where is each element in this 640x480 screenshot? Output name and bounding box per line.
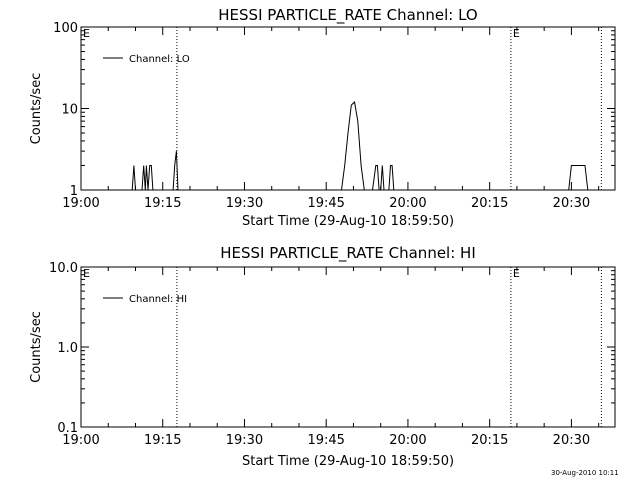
y-axis-label: Counts/sec [29, 73, 44, 145]
y-axis-label: Counts/sec [29, 311, 44, 383]
y-tick-label: 10.0 [49, 261, 78, 276]
x-tick-label: 20:15 [471, 196, 508, 211]
chart-title: HESSI PARTICLE_RATE Channel: LO [218, 6, 477, 25]
x-tick-label: 19:15 [144, 196, 181, 211]
y-tick-label: 1.0 [57, 341, 78, 356]
plot-frame [80, 266, 616, 428]
x-tick-label: 19:30 [226, 433, 263, 448]
series-line [81, 100, 615, 191]
legend-label: Channel: LO [129, 54, 190, 65]
x-axis-label: Start Time (29-Aug-10 18:59:50) [242, 214, 454, 229]
axis-marker: E [83, 267, 90, 280]
x-tick-label: 19:45 [307, 196, 344, 211]
x-tick-label: 20:15 [471, 433, 508, 448]
x-tick-label: 20:30 [553, 433, 590, 448]
y-tick-label: 1 [70, 184, 78, 199]
x-axis-label: Start Time (29-Aug-10 18:59:50) [242, 454, 454, 469]
event-line-label: E [513, 267, 520, 280]
plot-frame [80, 26, 616, 191]
x-tick-label: 20:00 [389, 196, 426, 211]
legend-label: Channel: HI [129, 294, 187, 305]
x-tick-label: 19:00 [62, 196, 99, 211]
footer-timestamp: 30-Aug-2010 10:11 [551, 469, 619, 477]
event-line-label: E [513, 27, 520, 40]
y-tick-label: 100 [53, 21, 78, 36]
x-tick-label: 19:45 [307, 433, 344, 448]
y-tick-label: 0.1 [57, 421, 78, 436]
x-tick-label: 19:15 [144, 433, 181, 448]
chart-title: HESSI PARTICLE_RATE Channel: HI [220, 244, 476, 263]
chart-panel-lo: HESSI PARTICLE_RATE Channel: LO 19:00 19:1… [29, 6, 616, 229]
x-tick-label: 19:00 [62, 433, 99, 448]
x-tick-label: 20:30 [553, 196, 590, 211]
y-tick-label: 10 [61, 103, 78, 118]
x-tick-label: 20:00 [389, 433, 426, 448]
x-tick-label: 19:30 [226, 196, 263, 211]
axis-marker: E [83, 27, 90, 40]
chart-panel-hi: HESSI PARTICLE_RATE Channel: HI 19:00 19:1… [29, 244, 616, 469]
